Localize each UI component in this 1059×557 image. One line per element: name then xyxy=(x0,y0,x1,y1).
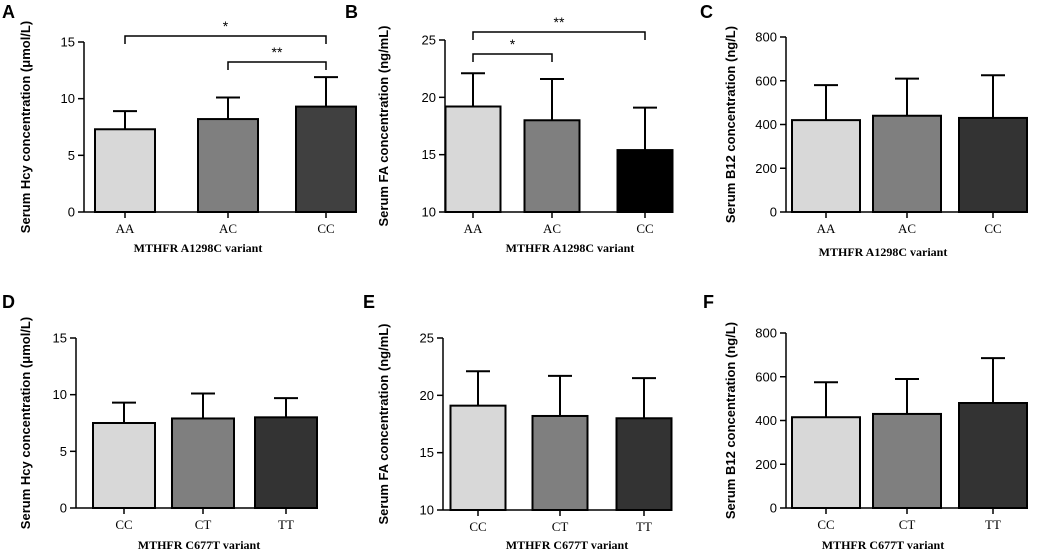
x-axis-label: MTHFR A1298C variant xyxy=(819,245,948,259)
y-tick-label: 600 xyxy=(755,73,777,88)
y-tick-label: 400 xyxy=(755,117,777,132)
y-tick-label: 0 xyxy=(60,501,67,516)
y-tick-label: 15 xyxy=(53,331,67,346)
y-tick-label: 5 xyxy=(60,444,67,459)
y-tick-label: 15 xyxy=(61,35,75,50)
x-tick-label: AC xyxy=(543,221,561,236)
bar-tt xyxy=(958,402,1028,509)
y-tick-label: 10 xyxy=(422,205,436,220)
y-tick-label: 20 xyxy=(420,388,434,403)
x-tick-label: CC xyxy=(115,517,132,532)
x-tick-label: TT xyxy=(636,519,652,534)
y-tick-label: 25 xyxy=(422,33,436,48)
panel-letter: F xyxy=(703,292,714,312)
y-axis-label: Serum B12 concentration (ng/L) xyxy=(723,322,738,519)
x-tick-label: AA xyxy=(817,221,836,236)
y-tick-label: 15 xyxy=(420,445,434,460)
panel-letter: C xyxy=(700,2,713,22)
x-tick-label: CC xyxy=(636,221,653,236)
y-tick-label: 5 xyxy=(68,148,75,163)
y-tick-label: 10 xyxy=(53,387,67,402)
y-tick-label: 20 xyxy=(422,90,436,105)
bar-ct xyxy=(171,417,235,510)
y-axis-label: Serum B12 concentration (ng/L) xyxy=(723,26,738,223)
significance-bracket xyxy=(227,61,327,70)
bar-tt xyxy=(615,417,673,511)
x-tick-label: CT xyxy=(552,519,569,534)
bar-ct xyxy=(872,412,942,509)
y-tick-label: 600 xyxy=(755,369,777,384)
bar-aa xyxy=(791,119,861,213)
y-tick-label: 800 xyxy=(755,30,777,45)
y-tick-label: 15 xyxy=(422,147,436,162)
bar-cc xyxy=(295,105,357,213)
y-tick-label: 400 xyxy=(755,413,777,428)
y-axis-label: Serum Hcy concentration (μmol/L) xyxy=(18,317,33,529)
bar-cc xyxy=(616,149,674,213)
significance-label: ** xyxy=(272,44,283,60)
y-axis-label: Serum FA concentration (ng/mL) xyxy=(376,25,391,226)
x-tick-label: CC xyxy=(469,519,486,534)
bar-cc xyxy=(92,422,156,509)
x-axis-label: MTHFR C677T variant xyxy=(822,538,944,552)
y-tick-label: 200 xyxy=(755,457,777,472)
x-axis-label: MTHFR A1298C variant xyxy=(506,241,635,255)
x-tick-label: CT xyxy=(195,517,212,532)
x-tick-label: AA xyxy=(464,221,483,236)
significance-label: * xyxy=(510,36,516,52)
panel-letter: D xyxy=(2,292,15,312)
y-tick-label: 0 xyxy=(770,205,777,220)
y-axis-label: Serum FA concentration (ng/mL) xyxy=(376,323,391,524)
panel-letter: B xyxy=(345,2,358,22)
panel-f: F Serum B12 concentration (ng/L) 0 200 400 60… xyxy=(703,292,1028,552)
x-tick-label: AA xyxy=(116,221,135,236)
significance-label: ** xyxy=(554,14,565,30)
bar-ac xyxy=(197,118,259,213)
x-axis-label: MTHFR C677T variant xyxy=(506,538,628,552)
significance-bracket xyxy=(124,35,327,44)
panel-letter: A xyxy=(2,2,15,22)
bar-aa xyxy=(94,128,156,213)
x-tick-label: AC xyxy=(219,221,237,236)
bar-ac xyxy=(523,119,581,213)
panel-c: C Serum B12 concentration (ng/L) 0 200 400 60… xyxy=(700,2,1028,259)
x-tick-label: CT xyxy=(899,517,916,532)
panel-b: B Serum FA concentration (ng/mL) 10 15 20 25 A… xyxy=(345,2,674,255)
bar-ct xyxy=(531,414,589,511)
bar-tt xyxy=(254,416,318,510)
bar-aa xyxy=(444,105,502,213)
x-axis-label: MTHFR A1298C variant xyxy=(134,241,263,255)
x-tick-label: TT xyxy=(985,517,1001,532)
x-tick-label: CC xyxy=(317,221,334,236)
x-tick-label: AC xyxy=(898,221,916,236)
bar-ac xyxy=(872,114,942,213)
y-tick-label: 200 xyxy=(755,161,777,176)
bar-cc xyxy=(449,404,507,511)
bar-cc xyxy=(958,116,1028,213)
significance-label: * xyxy=(223,18,229,34)
significance-bracket xyxy=(472,31,646,40)
bar-cc xyxy=(791,416,861,509)
x-tick-label: CC xyxy=(817,517,834,532)
x-axis-label: MTHFR C677T variant xyxy=(138,538,260,552)
y-tick-label: 10 xyxy=(61,91,75,106)
y-axis-label: Serum Hcy concentration (μmol/L) xyxy=(18,21,33,233)
x-tick-label: CC xyxy=(984,221,1001,236)
y-tick-label: 0 xyxy=(770,501,777,516)
y-tick-label: 800 xyxy=(755,326,777,341)
y-tick-label: 0 xyxy=(68,205,75,220)
significance-bracket xyxy=(472,53,553,62)
x-tick-label: TT xyxy=(278,517,294,532)
panel-letter: E xyxy=(363,292,375,312)
y-tick-label: 10 xyxy=(420,503,434,518)
y-tick-label: 25 xyxy=(420,331,434,346)
